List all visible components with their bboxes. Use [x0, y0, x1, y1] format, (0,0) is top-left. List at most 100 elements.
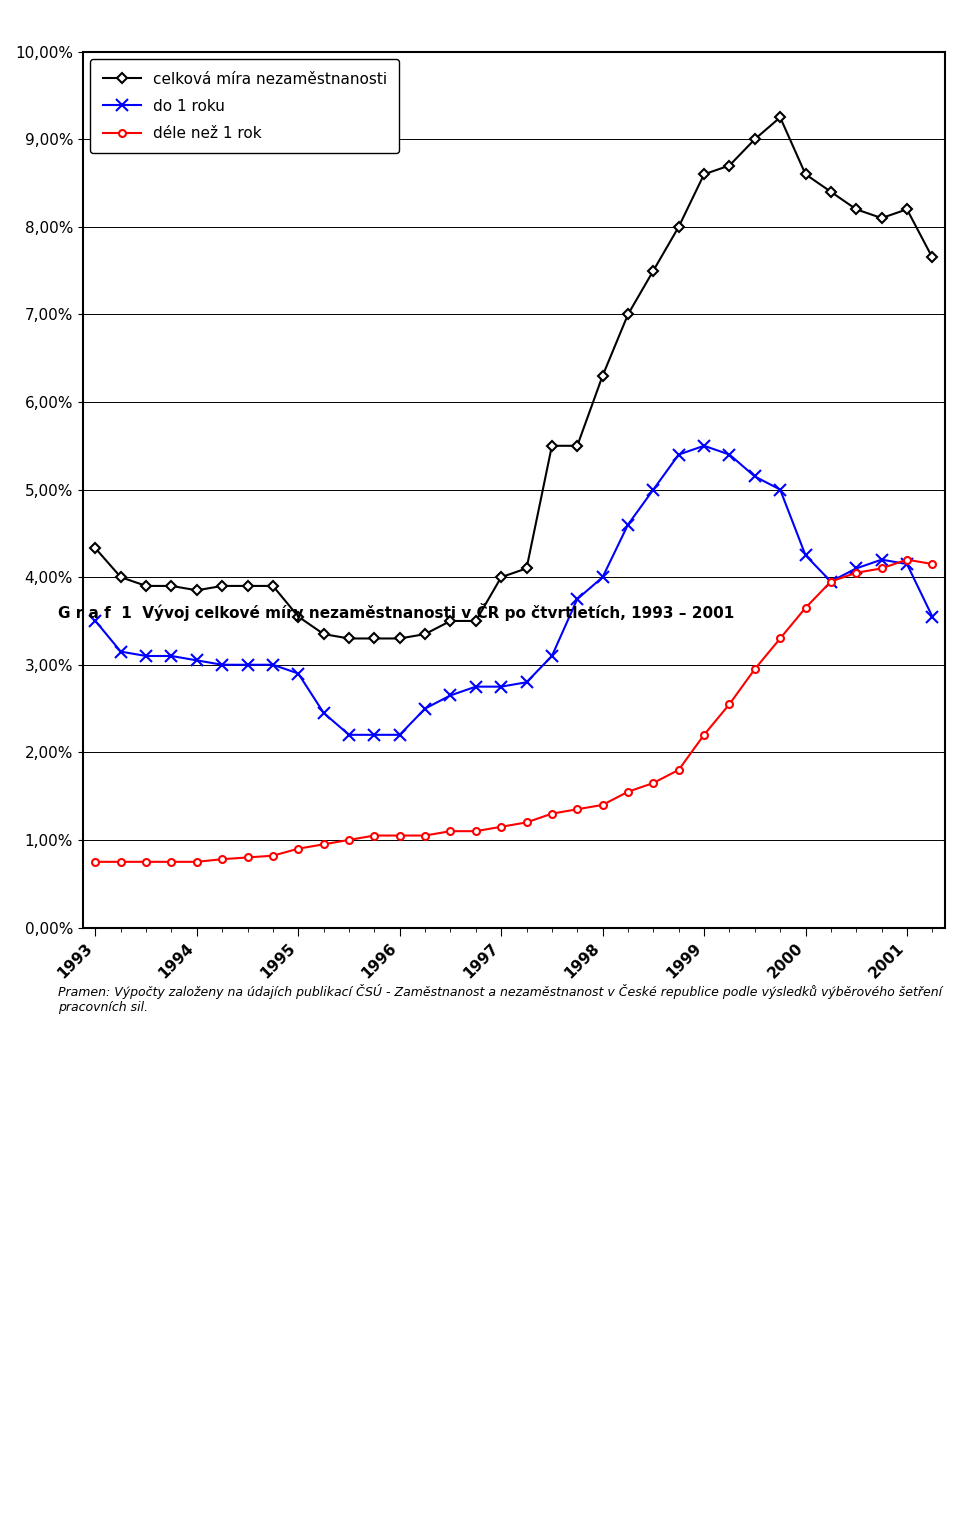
do 1 roku	[648, 480, 660, 498]
do 1 roku	[775, 480, 786, 498]
celková míra nezaměstnanosti	[622, 305, 634, 323]
do 1 roku	[267, 656, 278, 675]
do 1 roku	[293, 664, 304, 682]
do 1 roku	[901, 555, 913, 573]
do 1 roku	[749, 468, 760, 486]
déle než 1 rok	[546, 805, 558, 823]
do 1 roku	[851, 560, 862, 578]
do 1 roku	[420, 699, 431, 717]
déle než 1 rok	[344, 831, 355, 849]
celková míra nezaměstnanosti	[825, 182, 836, 201]
do 1 roku	[166, 647, 178, 665]
déle než 1 rok	[495, 817, 507, 835]
déle než 1 rok	[800, 598, 811, 616]
do 1 roku	[444, 687, 456, 705]
déle než 1 rok	[369, 826, 380, 845]
celková míra nezaměstnanosti	[876, 208, 887, 227]
déle než 1 rok	[724, 694, 735, 713]
celková míra nezaměstnanosti	[394, 629, 405, 647]
celková míra nezaměstnanosti	[648, 262, 660, 281]
celková míra nezaměstnanosti	[546, 437, 558, 455]
Line: do 1 roku: do 1 roku	[90, 440, 938, 740]
Text: G r a f  1  Vývoj celkové míry nezaměstnanosti v ČR po čtvrtletích, 1993 – 2001: G r a f 1 Vývoj celkové míry nezaměstnan…	[58, 602, 733, 621]
déle než 1 rok	[267, 846, 278, 865]
déle než 1 rok	[140, 852, 152, 871]
déle než 1 rok	[89, 852, 101, 871]
déle než 1 rok	[622, 782, 634, 800]
celková míra nezaměstnanosti	[115, 567, 127, 586]
déle než 1 rok	[470, 822, 482, 840]
celková míra nezaměstnanosti	[191, 581, 203, 599]
do 1 roku	[140, 647, 152, 665]
do 1 roku	[394, 725, 405, 744]
déle než 1 rok	[876, 560, 887, 578]
celková míra nezaměstnanosti	[926, 248, 938, 267]
do 1 roku	[89, 612, 101, 630]
celková míra nezaměstnanosti	[901, 201, 913, 219]
celková míra nezaměstnanosti	[216, 576, 228, 595]
déle než 1 rok	[242, 848, 253, 866]
celková míra nezaměstnanosti	[444, 612, 456, 630]
celková míra nezaměstnanosti	[673, 218, 684, 236]
celková míra nezaměstnanosti	[470, 612, 482, 630]
celková míra nezaměstnanosti	[749, 130, 760, 149]
déle než 1 rok	[166, 852, 178, 871]
do 1 roku	[369, 725, 380, 744]
do 1 roku	[698, 437, 709, 455]
do 1 roku	[318, 704, 329, 722]
déle než 1 rok	[420, 826, 431, 845]
celková míra nezaměstnanosti	[571, 437, 583, 455]
celková míra nezaměstnanosti	[851, 201, 862, 219]
do 1 roku	[546, 647, 558, 665]
déle než 1 rok	[851, 564, 862, 583]
celková míra nezaměstnanosti	[775, 109, 786, 127]
Line: déle než 1 rok: déle než 1 rok	[92, 556, 936, 865]
do 1 roku	[520, 673, 532, 691]
celková míra nezaměstnanosti	[698, 166, 709, 184]
celková míra nezaměstnanosti	[89, 540, 101, 558]
déle než 1 rok	[825, 572, 836, 590]
déle než 1 rok	[749, 659, 760, 678]
déle než 1 rok	[775, 629, 786, 647]
déle než 1 rok	[115, 852, 127, 871]
déle než 1 rok	[394, 826, 405, 845]
celková míra nezaměstnanosti	[242, 576, 253, 595]
déle než 1 rok	[901, 550, 913, 569]
déle než 1 rok	[318, 835, 329, 854]
do 1 roku	[495, 678, 507, 696]
do 1 roku	[597, 567, 609, 586]
déle než 1 rok	[698, 725, 709, 744]
celková míra nezaměstnanosti	[495, 567, 507, 586]
déle než 1 rok	[444, 822, 456, 840]
celková míra nezaměstnanosti	[318, 625, 329, 644]
do 1 roku	[242, 656, 253, 675]
do 1 roku	[191, 652, 203, 670]
déle než 1 rok	[520, 812, 532, 831]
do 1 roku	[622, 515, 634, 533]
celková míra nezaměstnanosti	[724, 156, 735, 175]
déle než 1 rok	[571, 800, 583, 819]
Text: Pramen: Výpočty založeny na údajích publikací ČSÚ - Zaměstnanost a nezaměstnanos: Pramen: Výpočty založeny na údajích publ…	[58, 984, 942, 1015]
do 1 roku	[800, 546, 811, 564]
déle než 1 rok	[216, 849, 228, 868]
celková míra nezaměstnanosti	[520, 560, 532, 578]
do 1 roku	[115, 642, 127, 661]
celková míra nezaměstnanosti	[369, 629, 380, 647]
do 1 roku	[926, 607, 938, 625]
do 1 roku	[876, 550, 887, 569]
celková míra nezaměstnanosti	[800, 166, 811, 184]
do 1 roku	[344, 725, 355, 744]
do 1 roku	[470, 678, 482, 696]
Line: celková míra nezaměstnanosti: celková míra nezaměstnanosti	[92, 113, 936, 642]
déle než 1 rok	[293, 840, 304, 858]
déle než 1 rok	[926, 555, 938, 573]
celková míra nezaměstnanosti	[344, 629, 355, 647]
déle než 1 rok	[673, 760, 684, 779]
do 1 roku	[825, 572, 836, 590]
Legend: celková míra nezaměstnanosti, do 1 roku, déle než 1 rok: celková míra nezaměstnanosti, do 1 roku,…	[90, 60, 399, 153]
celková míra nezaměstnanosti	[166, 576, 178, 595]
déle než 1 rok	[191, 852, 203, 871]
celková míra nezaměstnanosti	[267, 576, 278, 595]
do 1 roku	[216, 656, 228, 675]
do 1 roku	[724, 446, 735, 464]
